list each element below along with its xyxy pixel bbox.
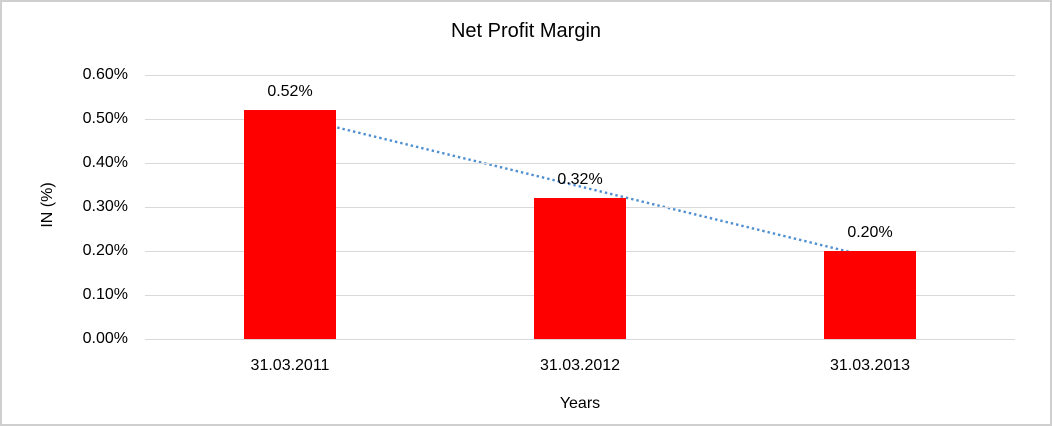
data-label: 0.20% [847,224,893,241]
y-tick-label: 0.30% [82,198,128,215]
data-label: 0.52% [267,83,313,101]
y-tick-label: 0.50% [82,110,128,127]
y-tick-label: 0.40% [82,154,128,171]
y-tick-label: 0.60% [82,66,128,83]
gridline [145,162,1015,164]
x-tick-label: 31.03.2013 [829,357,911,374]
y-tick-label: 0.00% [82,330,128,347]
x-tick-label: 31.03.2011 [250,357,330,374]
bar-31.03.2012 [534,198,626,339]
x-tick-label: 31.03.2012 [539,357,621,374]
chart-title: Net Profit Margin [450,20,602,42]
y-tick-label: 0.10% [82,286,128,303]
bar-31.03.2011 [244,110,336,339]
gridline [145,118,1015,120]
bar-31.03.2013 [824,251,916,339]
data-label: 0.32% [557,171,603,189]
x-axis-title: Years [559,395,601,412]
gridline [145,338,1015,340]
y-tick-label: 0.20% [82,242,128,259]
gridline [145,74,1015,76]
